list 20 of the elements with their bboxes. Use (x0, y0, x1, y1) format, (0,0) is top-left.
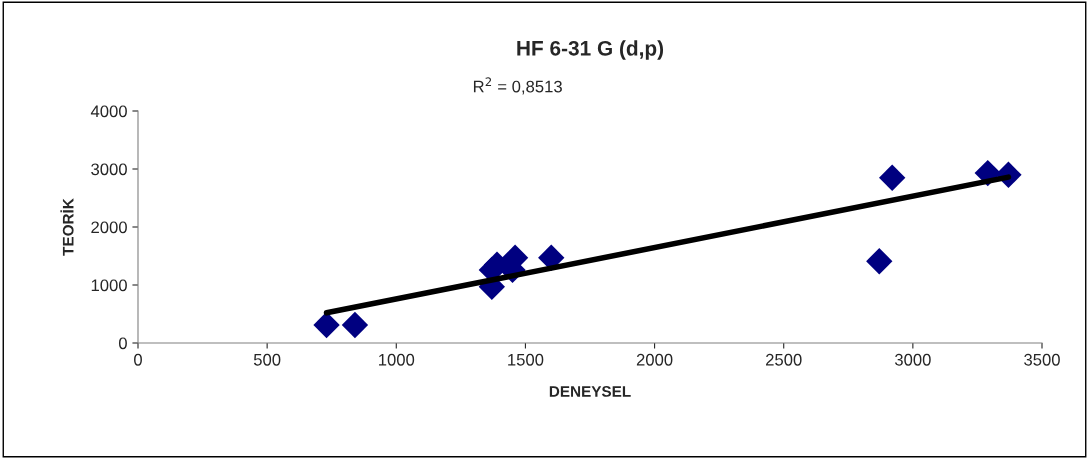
point (341, 311, 369, 339)
x-tick-label: 1000 (379, 353, 415, 366)
y-tick-label: 3000 (91, 163, 127, 176)
x-axis-title: DENEYSEL (549, 386, 631, 397)
chart-title: HF 6-31 G (d,p) (517, 40, 664, 60)
y-tick-label: 4000 (90, 105, 127, 118)
y-tick-label: 0 (118, 337, 127, 350)
point (879, 164, 906, 191)
text: R$^{2}$ = 0,8513 (473, 77, 562, 95)
x-tick-label: 3500 (1024, 353, 1060, 366)
x-tick-label: 500 (253, 353, 281, 366)
x-tick-label: 2000 (636, 353, 673, 366)
x-tick-label: 0 (134, 353, 142, 366)
x-tick-label: 1500 (508, 353, 544, 366)
x-tick-label: 2500 (766, 353, 802, 366)
y-axis-title: TEORİK (60, 198, 74, 256)
y-tick-label: 1000 (91, 279, 127, 292)
point (866, 248, 893, 275)
y-tick-label: 2000 (91, 221, 127, 234)
x-tick-label: 3000 (894, 353, 931, 366)
